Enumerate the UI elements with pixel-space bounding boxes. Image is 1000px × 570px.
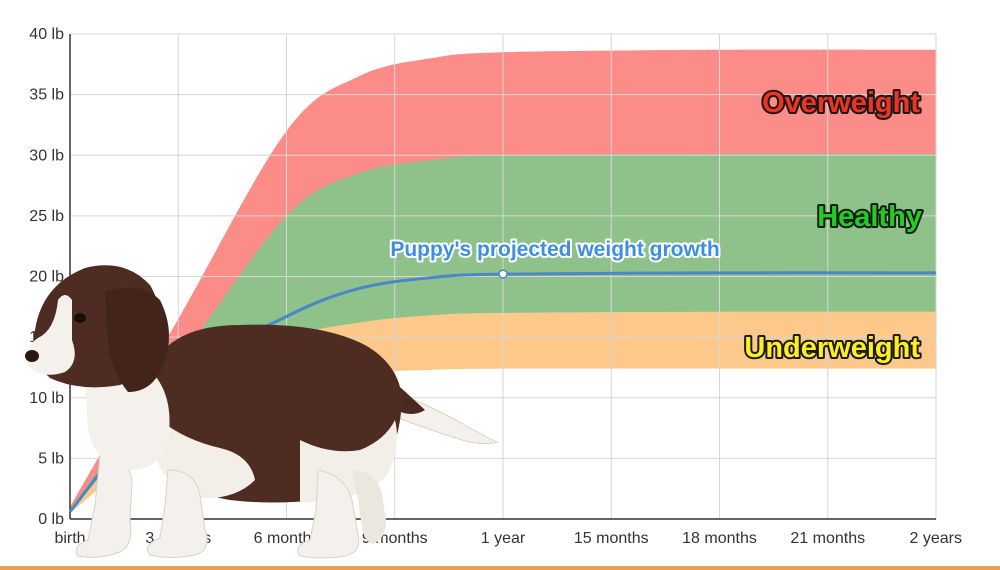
zone-labels: Overweight Healthy Underweight	[742, 85, 924, 366]
x-tick-label: 2 years	[910, 530, 962, 547]
projection-marker	[498, 269, 508, 279]
y-tick-label: 35 lb	[29, 87, 64, 104]
y-tick-label: 40 lb	[29, 26, 64, 43]
x-tick-label: 15 months	[574, 530, 649, 547]
underweight-label: Underweight	[744, 332, 920, 364]
y-tick-label: 10 lb	[29, 390, 64, 407]
y-tick-label: 20 lb	[29, 269, 64, 286]
y-tick-label: 30 lb	[29, 147, 64, 164]
x-tick-label: 21 months	[790, 530, 865, 547]
y-tick-label: 0 lb	[38, 511, 64, 528]
x-tick-label: 1 year	[481, 530, 526, 547]
y-tick-label: 25 lb	[29, 208, 64, 225]
x-tick-label: 18 months	[682, 530, 757, 547]
bottom-border	[0, 566, 1000, 570]
x-tick-label: birth	[54, 530, 85, 547]
puppy-illustration	[25, 265, 499, 559]
projection-label: Puppy's projected weight growth	[390, 238, 719, 261]
overweight-label: Overweight	[762, 87, 920, 119]
y-tick-label: 5 lb	[38, 450, 64, 467]
healthy-label: Healthy	[817, 201, 922, 233]
